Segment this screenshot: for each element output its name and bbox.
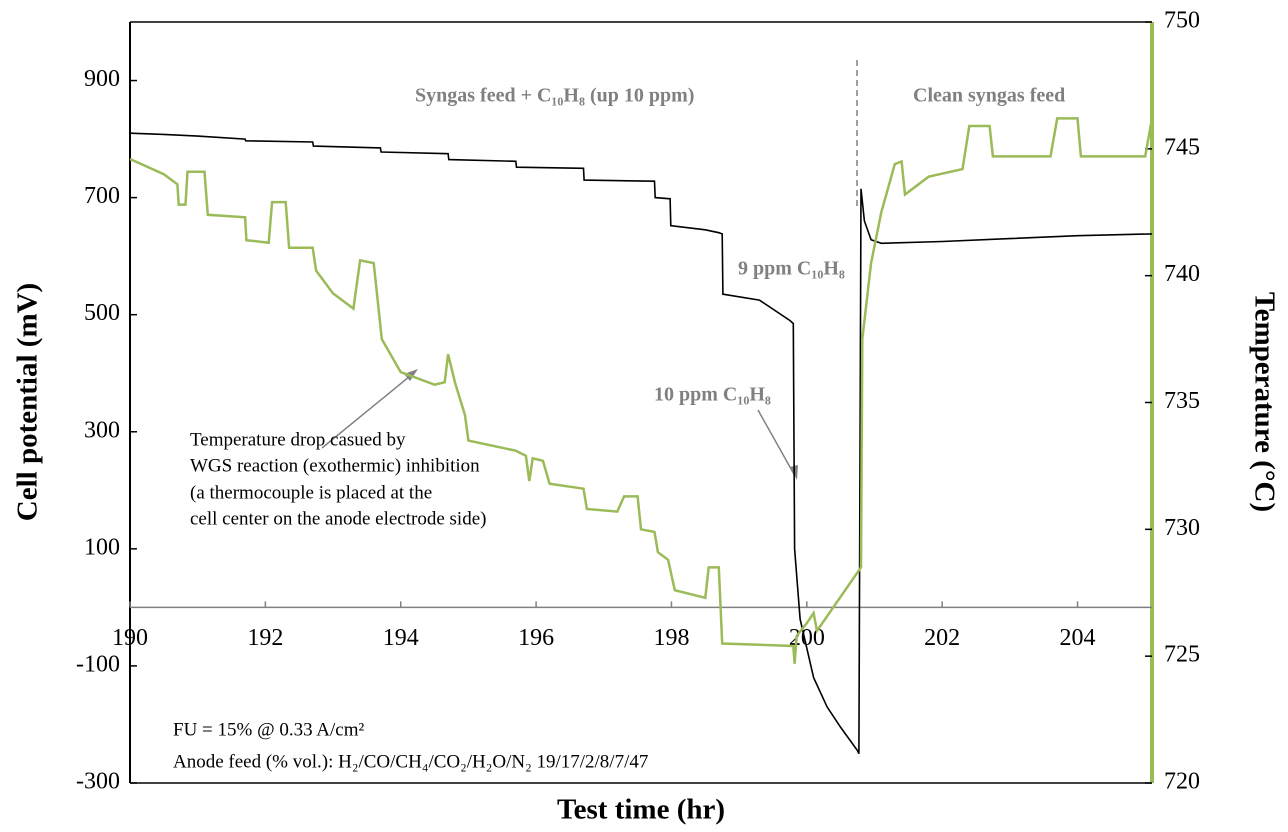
y-tick-label: 700 [84, 183, 120, 209]
annotation: cell center on the anode electrode side) [190, 508, 486, 529]
annotation: (a thermocouple is placed at the [190, 482, 432, 503]
y2-axis-title: Temperature (°C) [1248, 292, 1280, 512]
x-tick-label: 194 [383, 625, 419, 651]
y2-tick-label: 720 [1164, 769, 1200, 795]
x-tick-label: 190 [112, 625, 148, 651]
x-axis-title: Test time (hr) [557, 794, 725, 826]
x-tick-label: 204 [1060, 625, 1096, 651]
annotation: Anode feed (% vol.): H₂/CO/CH₄/CO₂/H₂O/N… [173, 751, 648, 772]
y2-tick-label: 745 [1164, 134, 1200, 160]
x-tick-label: 192 [247, 625, 283, 651]
annotation: WGS reaction (exothermic) inhibition [190, 455, 480, 476]
y2-tick-label: 750 [1164, 8, 1200, 34]
annotation: Clean syngas feed [913, 85, 1065, 107]
y-tick-label: 100 [84, 534, 120, 560]
y-tick-label: 500 [84, 300, 120, 326]
annotation: FU = 15% @ 0.33 A/cm² [173, 719, 364, 740]
y-axis-title: Cell potential (mV) [12, 283, 44, 521]
x-tick-label: 196 [518, 625, 554, 651]
y2-tick-label: 730 [1164, 515, 1200, 541]
y-tick-label: 900 [84, 66, 120, 92]
annotation: Syngas feed + C₁₀H₈ (up 10 ppm) [415, 85, 694, 107]
y-tick-label: 300 [84, 417, 120, 443]
annotation: 10 ppm C₁₀H₈ [654, 384, 771, 406]
series-line [129, 117, 1154, 664]
x-tick-label: 202 [924, 625, 960, 651]
series-line [129, 132, 1153, 755]
y-tick-label: -100 [76, 651, 120, 677]
annotation: 9 ppm C₁₀H₈ [738, 258, 845, 280]
arrow [321, 371, 416, 449]
annotation: Temperature drop casued by [190, 429, 406, 450]
arrow [757, 409, 796, 477]
y2-tick-label: 725 [1164, 642, 1200, 668]
y-tick-label: -300 [76, 769, 120, 795]
y2-tick-label: 740 [1164, 261, 1200, 287]
y2-tick-label: 735 [1164, 388, 1200, 414]
x-tick-label: 198 [653, 625, 689, 651]
